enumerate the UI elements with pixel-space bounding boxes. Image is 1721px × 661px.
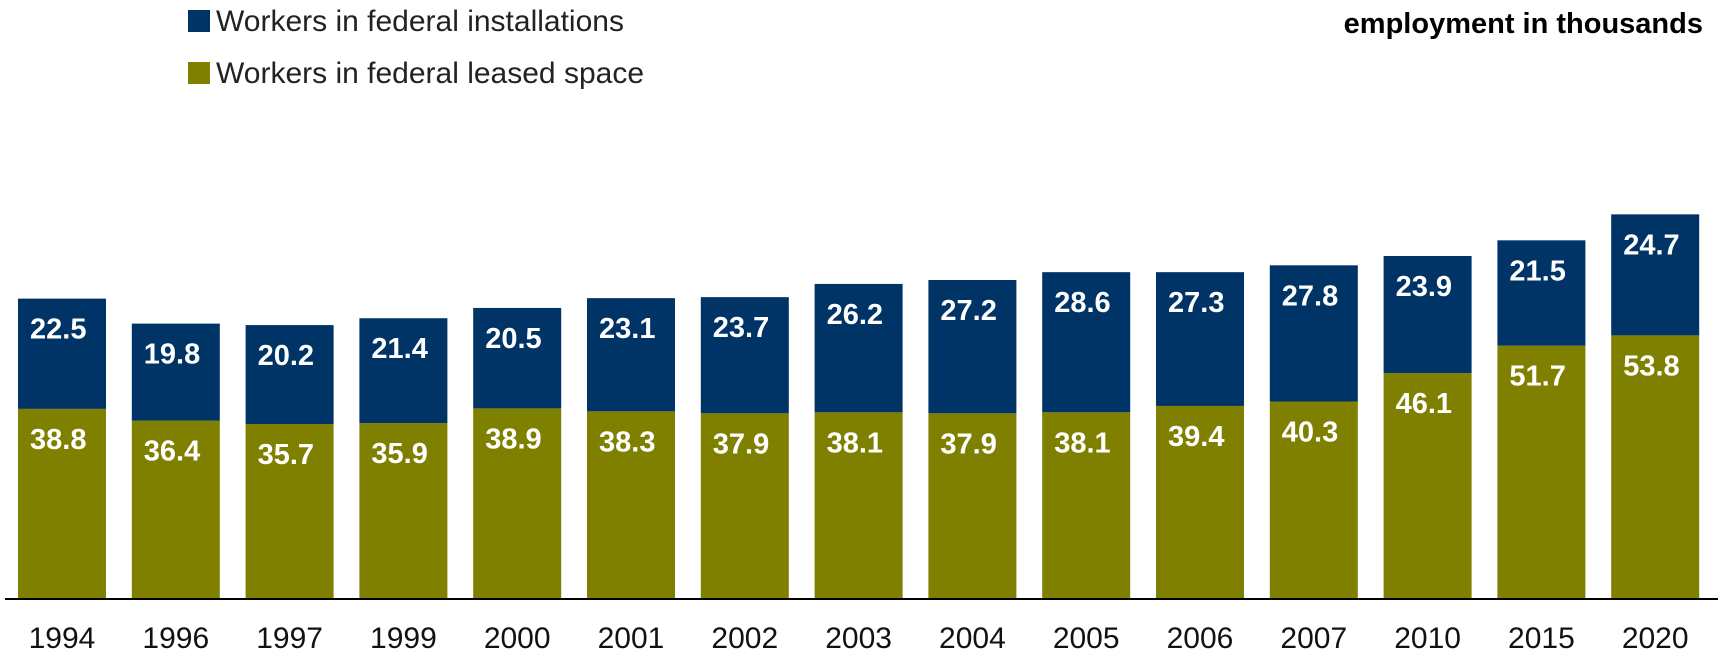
bar-workers-in-federal-installations-2001 [587,298,675,412]
x-tick-2000: 2000 [484,622,551,655]
data-label-workers-in-federal-leased-space-1997: 35.7 [258,439,314,471]
bar-workers-in-federal-leased-space-1999 [359,423,448,599]
data-label-workers-in-federal-leased-space-2001: 38.3 [599,426,655,458]
bar-workers-in-federal-installations-2020 [1611,214,1700,336]
bar-workers-in-federal-installations-2015 [1497,240,1586,346]
x-tick-2004: 2004 [939,622,1006,655]
legend-swatch-workers-in-federal-installations [188,10,210,32]
x-tick-2020: 2020 [1622,622,1689,655]
data-label-workers-in-federal-leased-space-1996: 36.4 [144,436,200,468]
data-label-workers-in-federal-installations-2020: 24.7 [1623,229,1679,261]
bar-workers-in-federal-leased-space-2020 [1611,335,1700,599]
bar-workers-in-federal-installations-2003 [814,283,903,413]
data-label-workers-in-federal-leased-space-2005: 38.1 [1054,427,1110,459]
bars: 38.8 22.5 36.4 19.8 35.7 20.2 35.9 21.4 38.9 20.5… [18,214,1700,599]
data-label-workers-in-federal-leased-space-2002: 37.9 [713,428,769,460]
x-tick-2002: 2002 [711,622,778,655]
bar-workers-in-federal-installations-1997 [245,325,334,425]
data-label-workers-in-federal-leased-space-2015: 51.7 [1509,361,1565,393]
data-label-workers-in-federal-installations-2004: 27.2 [940,295,996,327]
bar-workers-in-federal-installations-2005 [1042,272,1131,413]
bar-workers-in-federal-leased-space-1997 [245,424,334,599]
data-label-workers-in-federal-leased-space-1994: 38.8 [30,424,86,456]
data-label-workers-in-federal-installations-1994: 22.5 [30,314,86,346]
x-tick-2005: 2005 [1053,622,1120,655]
bar-workers-in-federal-installations-1999 [359,318,448,424]
x-tick-2003: 2003 [825,622,892,655]
legend-swatch-workers-in-federal-leased-space [188,62,210,84]
bar-workers-in-federal-installations-1996 [131,323,220,421]
x-tick-1996: 1996 [142,622,209,655]
bar-workers-in-federal-leased-space-2005 [1042,412,1131,599]
x-tick-2015: 2015 [1508,622,1575,655]
x-tick-2007: 2007 [1280,622,1347,655]
data-label-workers-in-federal-installations-2006: 27.3 [1168,287,1224,319]
legend-label-workers-in-federal-installations: Workers in federal installations [216,5,624,38]
bar-workers-in-federal-leased-space-1994 [18,408,106,599]
bar-workers-in-federal-installations-2010 [1383,256,1472,374]
data-label-workers-in-federal-leased-space-2004: 37.9 [940,428,996,460]
x-tick-1999: 1999 [370,622,437,655]
data-label-workers-in-federal-installations-1997: 20.2 [258,340,314,372]
bar-workers-in-federal-installations-2006 [1156,272,1244,406]
x-tick-1997: 1997 [256,622,323,655]
x-tick-2010: 2010 [1394,622,1461,655]
bar-workers-in-federal-leased-space-2006 [1156,405,1244,599]
x-tick-2006: 2006 [1167,622,1234,655]
bar-workers-in-federal-leased-space-2007 [1269,401,1358,599]
data-label-workers-in-federal-leased-space-1999: 35.9 [371,438,427,470]
x-tick-2001: 2001 [598,622,665,655]
bar-workers-in-federal-leased-space-2015 [1497,345,1586,599]
bar-workers-in-federal-installations-2002 [700,297,789,414]
data-label-workers-in-federal-installations-2015: 21.5 [1509,255,1565,287]
bar-workers-in-federal-installations-2004 [928,280,1017,414]
data-label-workers-in-federal-installations-2010: 23.9 [1396,271,1452,303]
bar-workers-in-federal-installations-1994 [18,298,106,409]
data-label-workers-in-federal-leased-space-2003: 38.1 [827,427,883,459]
data-label-workers-in-federal-installations-1996: 19.8 [144,339,200,371]
bar-workers-in-federal-leased-space-2003 [814,412,903,599]
bar-workers-in-federal-leased-space-2002 [700,413,789,599]
data-label-workers-in-federal-leased-space-2020: 53.8 [1623,350,1679,382]
data-label-workers-in-federal-installations-2007: 27.8 [1282,280,1338,312]
bar-workers-in-federal-leased-space-2004 [928,413,1017,599]
bar-workers-in-federal-leased-space-2000 [473,408,562,599]
legend-label-workers-in-federal-leased-space: Workers in federal leased space [216,57,644,90]
bar-workers-in-federal-installations-2000 [473,307,562,409]
x-tick-1994: 1994 [29,622,96,655]
data-label-workers-in-federal-installations-2001: 23.1 [599,313,655,345]
data-label-workers-in-federal-leased-space-2007: 40.3 [1282,417,1338,449]
unit-label: employment in thousands [1344,8,1703,40]
data-label-workers-in-federal-installations-2005: 28.6 [1054,287,1110,319]
data-label-workers-in-federal-installations-2003: 26.2 [827,299,883,331]
bar-workers-in-federal-leased-space-1996 [131,420,220,599]
data-label-workers-in-federal-leased-space-2006: 39.4 [1168,421,1224,453]
bar-workers-in-federal-installations-2007 [1269,265,1358,402]
bar-workers-in-federal-leased-space-2010 [1383,373,1472,599]
data-label-workers-in-federal-installations-2002: 23.7 [713,312,769,344]
bar-workers-in-federal-leased-space-2001 [587,411,675,599]
data-label-workers-in-federal-installations-1999: 21.4 [371,333,427,365]
data-label-workers-in-federal-leased-space-2000: 38.9 [485,423,541,455]
x-tick-labels: 1994 1996 1997 1999 2000 2001 2002 2003 2004 2005… [29,622,1689,655]
legend: Workers in federal installations Workers … [188,5,644,90]
data-label-workers-in-federal-leased-space-2010: 46.1 [1396,388,1452,420]
data-label-workers-in-federal-installations-2000: 20.5 [485,323,541,355]
